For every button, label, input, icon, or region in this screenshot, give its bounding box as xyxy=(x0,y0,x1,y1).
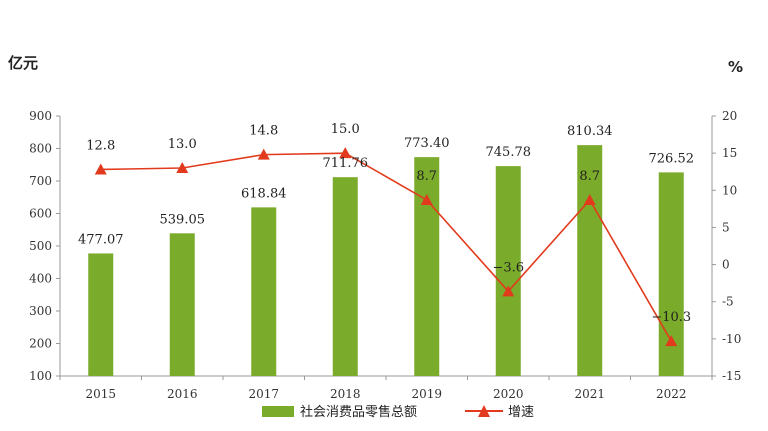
bar-value-label: 810.34 xyxy=(567,124,613,139)
legend-bar-swatch xyxy=(262,406,294,417)
bar-2015 xyxy=(88,253,114,376)
growth-marker-2016 xyxy=(176,162,189,173)
bar-2017 xyxy=(251,207,277,376)
x-tick-label: 2015 xyxy=(85,387,116,401)
bar-2019 xyxy=(414,157,440,376)
bar-value-label: 711.76 xyxy=(323,156,369,171)
growth-value-label: 14.8 xyxy=(249,124,278,139)
growth-value-label: 13.0 xyxy=(168,137,197,152)
left-tick-label: 200 xyxy=(29,337,52,351)
bar-2016 xyxy=(169,233,195,376)
bar-2018 xyxy=(332,177,358,376)
growth-value-label: 8.7 xyxy=(416,169,437,184)
x-tick-label: 2022 xyxy=(656,387,687,401)
growth-value-label: 15.0 xyxy=(331,122,360,137)
growth-marker-2017 xyxy=(257,148,270,160)
x-tick-label: 2017 xyxy=(248,387,279,401)
left-tick-label: 800 xyxy=(29,142,52,156)
growth-value-label: 8.7 xyxy=(579,169,600,184)
right-tick-label: 10 xyxy=(722,183,737,197)
right-tick-label: 0 xyxy=(722,258,730,272)
bar-2021 xyxy=(577,145,603,376)
bar-value-label: 773.40 xyxy=(404,136,450,151)
x-tick-label: 2016 xyxy=(167,387,198,401)
growth-marker-2020 xyxy=(502,285,515,297)
legend: 社会消费品零售总额 增速 xyxy=(262,404,534,420)
left-tick-label: 900 xyxy=(29,109,52,123)
right-tick-label: 5 xyxy=(722,220,730,234)
growth-marker-2015 xyxy=(94,163,107,175)
right-tick-label: -15 xyxy=(722,369,741,383)
bar-2020 xyxy=(495,166,521,376)
x-tick-label: 2020 xyxy=(493,387,524,401)
bar-value-label: 539.05 xyxy=(160,212,206,227)
bar-value-label: 726.52 xyxy=(649,151,695,166)
right-tick-label: 15 xyxy=(722,146,737,160)
right-tick-label: -5 xyxy=(722,295,734,309)
growth-value-label: −10.3 xyxy=(651,310,691,325)
growth-marker-2021 xyxy=(583,193,596,205)
bar-value-label: 477.07 xyxy=(78,232,124,247)
growth-marker-2022 xyxy=(665,335,678,347)
bar-value-label: 745.78 xyxy=(486,145,532,160)
legend-line-label: 增速 xyxy=(508,405,534,420)
left-tick-label: 100 xyxy=(29,369,52,383)
legend-bar-label: 社会消费品零售总额 xyxy=(300,404,417,420)
x-tick-label: 2021 xyxy=(574,387,605,401)
growth-marker-2018 xyxy=(339,147,352,159)
legend-line-marker xyxy=(478,405,490,417)
growth-line xyxy=(100,152,672,342)
growth-marker-2019 xyxy=(420,193,433,205)
left-tick-label: 300 xyxy=(29,304,52,318)
left-tick-label: 700 xyxy=(29,174,52,188)
growth-value-label: 12.8 xyxy=(86,138,115,153)
x-tick-label: 2018 xyxy=(330,387,361,401)
left-axis-unit: 亿元 xyxy=(8,54,38,72)
left-tick-label: 400 xyxy=(29,272,52,286)
x-tick-label: 2019 xyxy=(411,387,442,401)
growth-value-label: −3.6 xyxy=(492,260,524,275)
left-tick-label: 500 xyxy=(29,239,52,253)
right-tick-label: 20 xyxy=(722,109,737,123)
left-tick-label: 600 xyxy=(29,207,52,221)
bar-value-label: 618.84 xyxy=(241,186,287,201)
right-axis-unit: % xyxy=(728,58,743,76)
right-tick-label: -10 xyxy=(722,332,741,346)
